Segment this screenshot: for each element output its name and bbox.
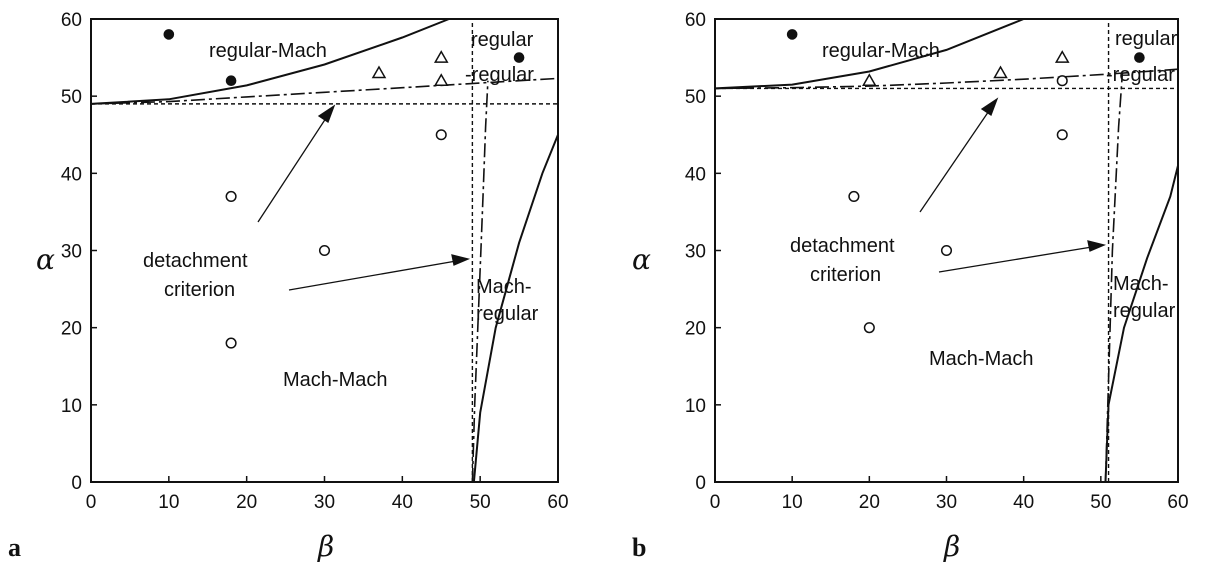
panel-a-y-axis-symbol: α: [36, 243, 55, 276]
panel-b-regular-regular-boundary-curve: [714, 68, 1179, 90]
panel-b-x-tick-label: 30: [936, 492, 957, 513]
panel-a-y-tick-label: 40: [61, 164, 82, 185]
panel-b-x-tick-label: 20: [859, 492, 880, 513]
panel-a-x-tick-label: 0: [86, 492, 97, 513]
panel-a-label-detachment-line2: criterion: [164, 279, 235, 301]
panel-a-y-tick-label: 60: [61, 10, 82, 31]
panel-a-markers: [163, 29, 525, 349]
panel-b-y-tick-label: 50: [685, 87, 706, 108]
panel-b-arrow-upper-shaft: [919, 104, 994, 213]
panel-b-open-circle-point: [848, 190, 860, 203]
panel-a-x-tick-label: 20: [236, 492, 257, 513]
panel-b-label-regular-mach: regular-Mach: [822, 40, 940, 62]
panel-a-label-mach-regular-line1: Mach-: [476, 276, 532, 298]
panel-b-x-axis-symbol: β: [943, 530, 960, 563]
panel-a-arrow-upper-shaft: [257, 111, 331, 223]
panel-b-mach-regular-dashdot-curve: [1104, 72, 1124, 483]
panel-a-x-tick-label: 40: [392, 492, 413, 513]
panel-a-arrow-lower-shaft: [288, 259, 463, 291]
panel-a-curves: [90, 18, 559, 483]
panel-b-triangle-point: [1054, 50, 1070, 63]
panel-b-filled-circle-point: [1134, 52, 1145, 63]
panel-a-label-mach-regular-line2: regular: [476, 303, 539, 325]
panel-b-y-tick-label: 60: [685, 10, 706, 31]
panel-b-open-circle-point: [940, 244, 953, 257]
panel-a-regular-mach-boundary-curve: [90, 18, 450, 105]
panel-a-label-mach-mach: Mach-Mach: [283, 369, 387, 391]
panel-a-filled-circle-point: [163, 29, 175, 40]
panel-b-triangle-point: [862, 73, 877, 86]
panel-b-arrow-lower-head: [1087, 240, 1107, 252]
panel-b-triangle-point: [993, 65, 1008, 79]
panel-a-y-tick-label: 30: [61, 242, 82, 263]
panel-b-label-regular-regular-line1: regular: [1115, 28, 1178, 50]
panel-a-y-tick-label: 0: [71, 473, 82, 494]
panel-a-label-regular-regular-line1: regular: [471, 29, 534, 51]
panel-b-arrow-lower-shaft: [938, 245, 1099, 273]
panel-a-triangle-point: [433, 73, 449, 86]
panel-b-open-circle-point: [1056, 75, 1068, 87]
panel-a-arrow-upper-head: [317, 104, 336, 123]
panel-b-label-detachment-line1: detachment: [790, 235, 895, 257]
panel-a-filled-circle-point: [513, 52, 525, 63]
panel-a-mach-regular-dashdot-curve: [471, 80, 489, 483]
panel-b-markers: [786, 29, 1145, 334]
panel-b-regular-mach-boundary-curve: [714, 18, 1025, 90]
panel-b-label-detachment-line2: criterion: [810, 264, 881, 286]
panel-b-curves: [714, 18, 1179, 483]
panel-a-letter: a: [8, 533, 21, 562]
panel-b-mach-regular-boundary-curve: [1104, 165, 1179, 483]
panel-b-x-tick-label: 40: [1013, 492, 1034, 513]
panel-a-x-tick-label: 30: [314, 492, 335, 513]
panel-a-triangle-point: [371, 65, 387, 79]
panel-b-y-tick-label: 0: [695, 473, 706, 494]
panel-a-open-circle-point: [225, 190, 237, 203]
panel-a-open-circle-point: [435, 129, 447, 141]
panel-b-x-tick-label: 60: [1167, 492, 1188, 513]
panel-b-open-circle-point: [1056, 129, 1068, 141]
panel-b-label-mach-mach: Mach-Mach: [929, 348, 1033, 370]
panel-b-y-axis-symbol: α: [632, 243, 651, 276]
panel-a-triangle-point: [433, 50, 449, 63]
panel-a-arrow-lower-head: [451, 254, 471, 266]
panel-b-label-regular-regular-line2: -regular: [1106, 64, 1175, 86]
panel-b-annotation-arrows: [919, 97, 1107, 273]
panel-b-y-tick-label: 10: [685, 396, 706, 417]
panel-a-annotation-arrows: [257, 104, 471, 291]
panel-a-label-detachment-line1: detachment: [143, 250, 248, 272]
panel-a-ticks: 0 10 20 30 40 50 60 0 10 20 30 40 50 60: [61, 10, 569, 513]
panel-a-open-circle-point: [225, 337, 237, 349]
panel-a-filled-circle-point: [225, 75, 237, 87]
panel-a-x-tick-label: 10: [158, 492, 179, 513]
panel-a-x-tick-label: 60: [547, 492, 568, 513]
panel-a-open-circle-point: [318, 244, 331, 257]
panel-b-label-mach-regular-line1: Mach-: [1113, 273, 1169, 295]
panel-b-y-tick-label: 30: [685, 242, 706, 263]
panel-a-y-tick-label: 20: [61, 319, 82, 340]
panel-b-filled-circle-point: [786, 29, 798, 40]
panel-b-ticks: 0 10 20 30 40 50 60 0 10 20 30 40 50 60: [685, 10, 1189, 513]
panel-b-x-tick-label: 50: [1090, 492, 1111, 513]
panel-b-y-tick-label: 40: [685, 164, 706, 185]
panel-b-x-tick-label: 10: [782, 492, 803, 513]
panel-a-label-regular-mach: regular-Mach: [209, 40, 327, 62]
panel-b-arrow-upper-head: [980, 97, 999, 116]
panel-b-label-mach-regular-line2: regular: [1113, 300, 1176, 322]
panel-a-mach-regular-boundary-curve: [472, 134, 559, 483]
panel-a-y-tick-label: 10: [61, 396, 82, 417]
panel-b-letter: b: [632, 533, 646, 562]
panel-a-regular-regular-boundary-curve: [90, 77, 559, 105]
panel-a-y-tick-label: 50: [61, 87, 82, 108]
panel-b-open-circle-point: [863, 322, 875, 334]
panel-a-x-tick-label: 50: [470, 492, 491, 513]
panel-b-y-tick-label: 20: [685, 319, 706, 340]
panel-a-label-regular-regular-line2: -regular: [465, 64, 534, 86]
panel-a-x-axis-symbol: β: [317, 530, 334, 563]
panel-b-x-tick-label: 0: [710, 492, 721, 513]
